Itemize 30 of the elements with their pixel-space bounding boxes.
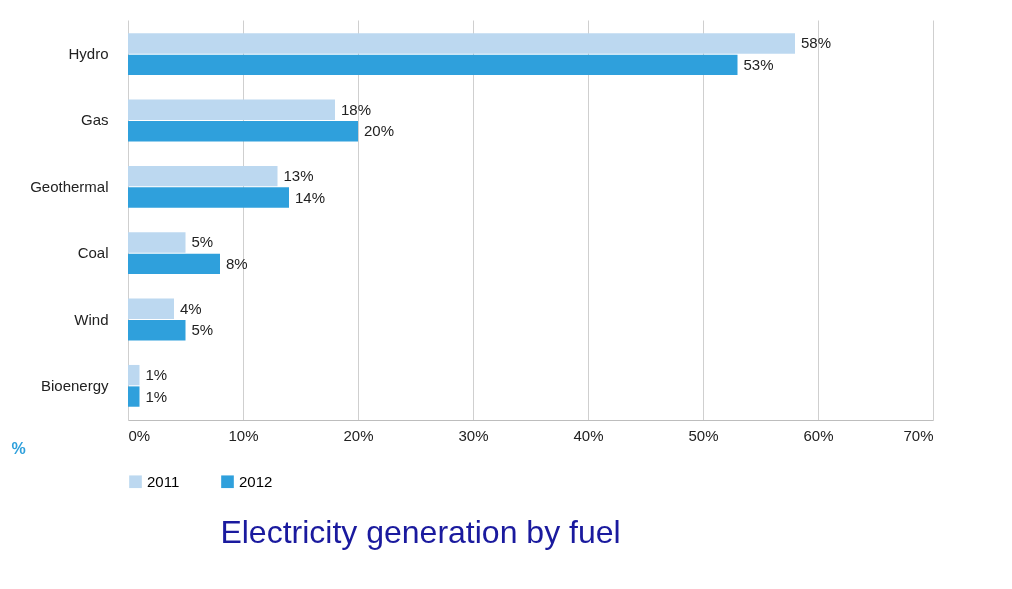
y-tick-label: Coal bbox=[77, 244, 109, 262]
y-tick-label: Bioenergy bbox=[40, 376, 109, 394]
x-tick-label: 70% bbox=[903, 426, 934, 444]
data-label: 58% bbox=[801, 34, 832, 52]
data-label: 20% bbox=[364, 122, 395, 140]
y-tick-label: Wind bbox=[74, 310, 109, 328]
data-label: 1% bbox=[145, 366, 168, 384]
data-label: 4% bbox=[180, 299, 202, 317]
x-tick-label: 20% bbox=[343, 426, 374, 444]
data-label: 53% bbox=[743, 55, 774, 73]
legend-label: 2011 bbox=[147, 472, 180, 490]
x-tick-label: 40% bbox=[573, 426, 604, 444]
data-label: 14% bbox=[295, 188, 326, 206]
x-axis-title: % bbox=[11, 439, 26, 457]
data-label: 8% bbox=[226, 254, 248, 272]
y-tick-label: Hydro bbox=[68, 45, 109, 63]
legend-label: 2012 bbox=[239, 472, 273, 490]
data-label: 5% bbox=[191, 233, 214, 251]
data-label: 5% bbox=[191, 321, 214, 339]
x-tick-label: 0% bbox=[128, 426, 151, 444]
x-tick-label: 60% bbox=[803, 426, 834, 444]
data-label: 1% bbox=[145, 387, 168, 405]
y-tick-label: Geothermal bbox=[30, 177, 109, 195]
x-tick-label: 10% bbox=[228, 426, 259, 444]
x-tick-label: 30% bbox=[458, 426, 489, 444]
x-tick-label: 50% bbox=[688, 426, 719, 444]
data-label: 13% bbox=[283, 167, 314, 185]
y-tick-label: Gas bbox=[80, 111, 109, 129]
data-label: 18% bbox=[341, 100, 372, 118]
text: Electricity generation by fuel bbox=[220, 514, 621, 550]
